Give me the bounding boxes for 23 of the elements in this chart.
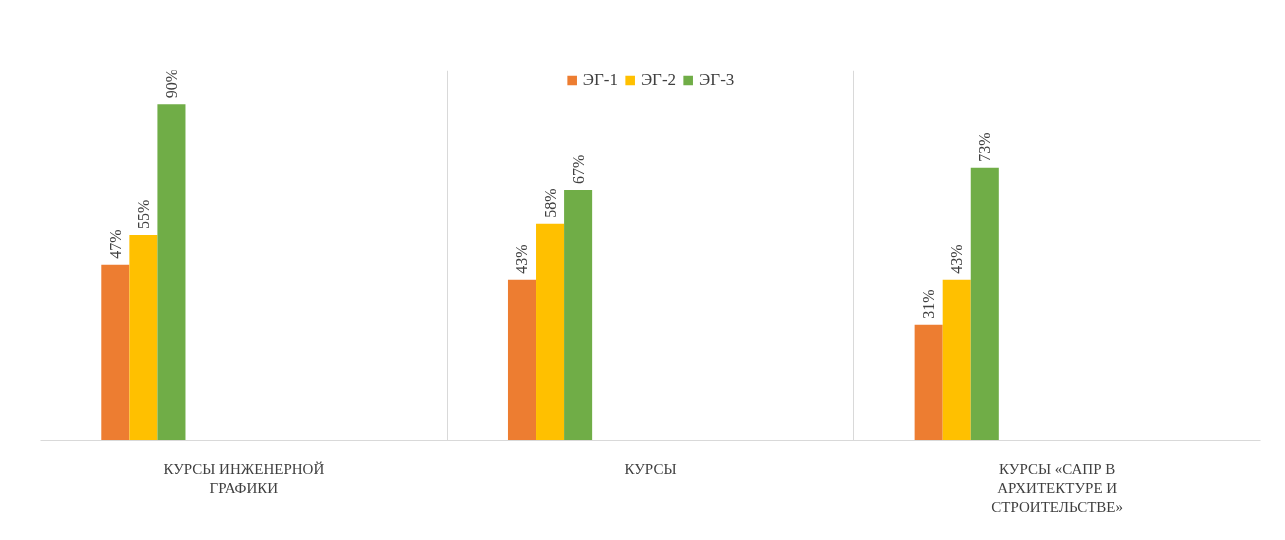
bar xyxy=(101,264,130,441)
bar xyxy=(564,190,593,441)
bar xyxy=(157,104,186,441)
bar xyxy=(507,279,537,441)
legend-label: ЭГ-2 xyxy=(640,70,677,90)
data-label: 43% xyxy=(948,244,966,274)
bar xyxy=(536,223,565,441)
bar xyxy=(129,234,158,441)
x-tick-label: КУРСЫ xyxy=(624,460,677,477)
x-tick-label: КУРСЫ ИНЖЕНЕРНОЙ ГРАФИКИ xyxy=(163,460,325,496)
data-label: 47% xyxy=(106,229,124,259)
data-label: 58% xyxy=(541,188,559,218)
x-tick-label: КУРСЫ «САПР В АРХИТЕКТУРЕ И СТРОИТЕЛЬСТВЕ» xyxy=(991,460,1124,515)
bar xyxy=(914,324,943,441)
data-label: 43% xyxy=(513,244,531,274)
bar xyxy=(942,279,971,441)
data-label: 55% xyxy=(134,199,152,229)
data-label: 31% xyxy=(920,289,938,319)
data-label: 67% xyxy=(569,154,587,185)
bar xyxy=(970,167,999,441)
data-label: 73% xyxy=(976,132,994,162)
legend-label: ЭГ-1 xyxy=(582,70,618,90)
legend-label: ЭГ-3 xyxy=(699,70,735,90)
